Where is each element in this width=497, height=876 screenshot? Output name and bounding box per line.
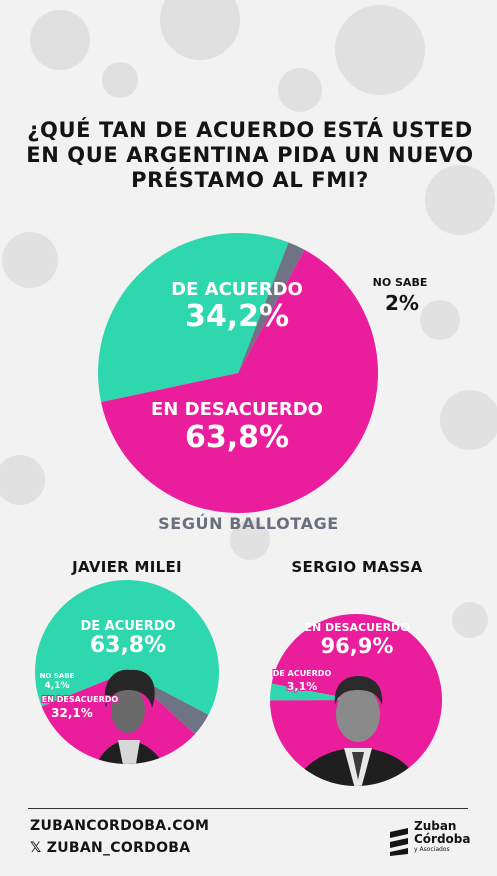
page-title: ¿QUÉ TAN DE ACUERDO ESTÁ USTED EN QUE AR… bbox=[20, 118, 480, 193]
brand-line-1: Zuban bbox=[414, 819, 457, 833]
massa-label-disagree: EN DESACUERDO bbox=[304, 621, 409, 634]
milei-value-disagree: 32,1% bbox=[51, 706, 93, 720]
milei-slice-0 bbox=[34, 580, 220, 715]
main-pie bbox=[97, 232, 378, 513]
footer-website-link[interactable]: ZUBANCORDOBA.COM bbox=[30, 818, 210, 834]
brand-logo: Zuban Córdoba y Asociados bbox=[388, 820, 478, 864]
subtitle: SEGÚN BALLOTAGE bbox=[158, 514, 339, 533]
brand-line-3: y Asociados bbox=[414, 846, 450, 853]
massa-label-agree: DE ACUERDO bbox=[273, 669, 332, 678]
milei-value-agree: 63,8% bbox=[90, 633, 166, 658]
massa-value-disagree: 96,9% bbox=[321, 634, 394, 658]
main-slice-0 bbox=[97, 232, 289, 403]
title-line-1: ¿QUÉ TAN DE ACUERDO ESTÁ USTED bbox=[27, 118, 473, 142]
candidate-name-massa: SERGIO MASSA bbox=[291, 558, 423, 576]
main-slice-2 bbox=[101, 249, 378, 513]
main-value-disagree: 63,8% bbox=[185, 420, 289, 455]
brand-line-2: Córdoba bbox=[414, 832, 471, 846]
main-label-disagree: EN DESACUERDO bbox=[151, 399, 323, 420]
milei-label-agree: DE ACUERDO bbox=[80, 619, 175, 634]
main-value-agree: 34,2% bbox=[185, 299, 289, 334]
brand-mark-icon bbox=[390, 828, 408, 856]
main-value-unsure: 2% bbox=[385, 291, 419, 315]
title-line-2: EN QUE ARGENTINA PIDA UN NUEVO bbox=[26, 143, 474, 167]
footer-divider bbox=[28, 808, 468, 809]
brand-text: Zuban Córdoba y Asociados bbox=[414, 820, 471, 854]
milei-label-unsure: NO SABE bbox=[40, 672, 75, 680]
title-line-3: PRÉSTAMO AL FMI? bbox=[131, 168, 369, 192]
massa-value-agree: 3,1% bbox=[287, 680, 318, 693]
main-slice-1 bbox=[238, 242, 305, 373]
main-label-unsure: NO SABE bbox=[373, 276, 428, 289]
massa-slice-1 bbox=[270, 683, 356, 701]
milei-label-disagree: EN DESACUERDO bbox=[42, 695, 119, 704]
footer-social-link[interactable]: 𝕏 ZUBAN_CORDOBA bbox=[30, 840, 191, 856]
milei-photo bbox=[88, 669, 176, 764]
milei-value-unsure: 4,1% bbox=[45, 681, 70, 691]
massa-photo bbox=[290, 676, 424, 786]
main-label-agree: DE ACUERDO bbox=[171, 279, 303, 300]
candidate-name-milei: JAVIER MILEI bbox=[72, 558, 182, 576]
